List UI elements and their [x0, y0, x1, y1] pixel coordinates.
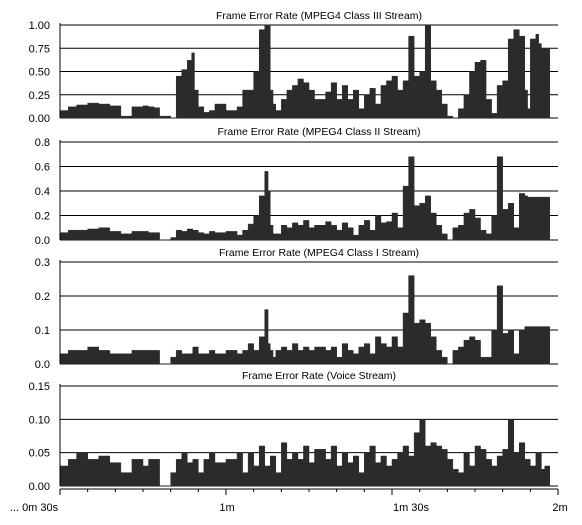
series-area — [59, 419, 550, 487]
panel-title: Frame Error Rate (MPEG4 Class III Stream… — [216, 10, 422, 22]
y-tick-label: 1.00 — [29, 20, 50, 32]
y-tick-label: 0.25 — [29, 90, 50, 102]
y-tick-label: 0.0 — [35, 235, 50, 247]
y-tick-label: 0.2 — [35, 211, 50, 223]
panel-title: Frame Error Rate (Voice Stream) — [242, 370, 396, 382]
panel-3: Frame Error Rate (MPEG4 Class I Stream) 0… — [35, 247, 558, 371]
y-tick-label: 0.15 — [29, 381, 50, 393]
panel-1: Frame Error Rate (MPEG4 Class III Stream… — [29, 10, 558, 125]
series-area — [59, 275, 550, 365]
y-tick-label: 0.3 — [35, 257, 50, 269]
x-tick-label: 1m 30s — [393, 502, 430, 514]
y-tick-label: 0.4 — [35, 186, 50, 198]
y-tick-label: 0.0 — [35, 359, 50, 371]
x-tick-label: 2m — [552, 502, 567, 514]
series-area — [59, 24, 550, 119]
x-tick-label: 1m — [219, 502, 234, 514]
panel-4: Frame Error Rate (Voice Stream) 0.00 0.05 0… — [29, 370, 558, 493]
y-tick-label: 0.05 — [29, 448, 50, 460]
y-tick-label: 0.00 — [29, 481, 50, 493]
series-area — [59, 156, 550, 241]
y-tick-label: 0.1 — [35, 325, 50, 337]
panel-2: Frame Error Rate (MPEG4 Class II Stream)… — [35, 126, 558, 247]
y-tick-label: 0.10 — [29, 414, 50, 426]
x-tick-label: ... 0m 30s — [10, 502, 59, 514]
y-tick-label: 0.8 — [35, 137, 50, 149]
y-tick-label: 0.6 — [35, 162, 50, 174]
panel-title: Frame Error Rate (MPEG4 Class II Stream) — [217, 126, 420, 138]
y-tick-label: 0.00 — [29, 113, 50, 125]
y-tick-label: 0.50 — [29, 67, 50, 79]
y-tick-label: 0.75 — [29, 43, 50, 55]
y-tick-label: 0.2 — [35, 291, 50, 303]
panel-title: Frame Error Rate (MPEG4 Class I Stream) — [219, 247, 419, 259]
